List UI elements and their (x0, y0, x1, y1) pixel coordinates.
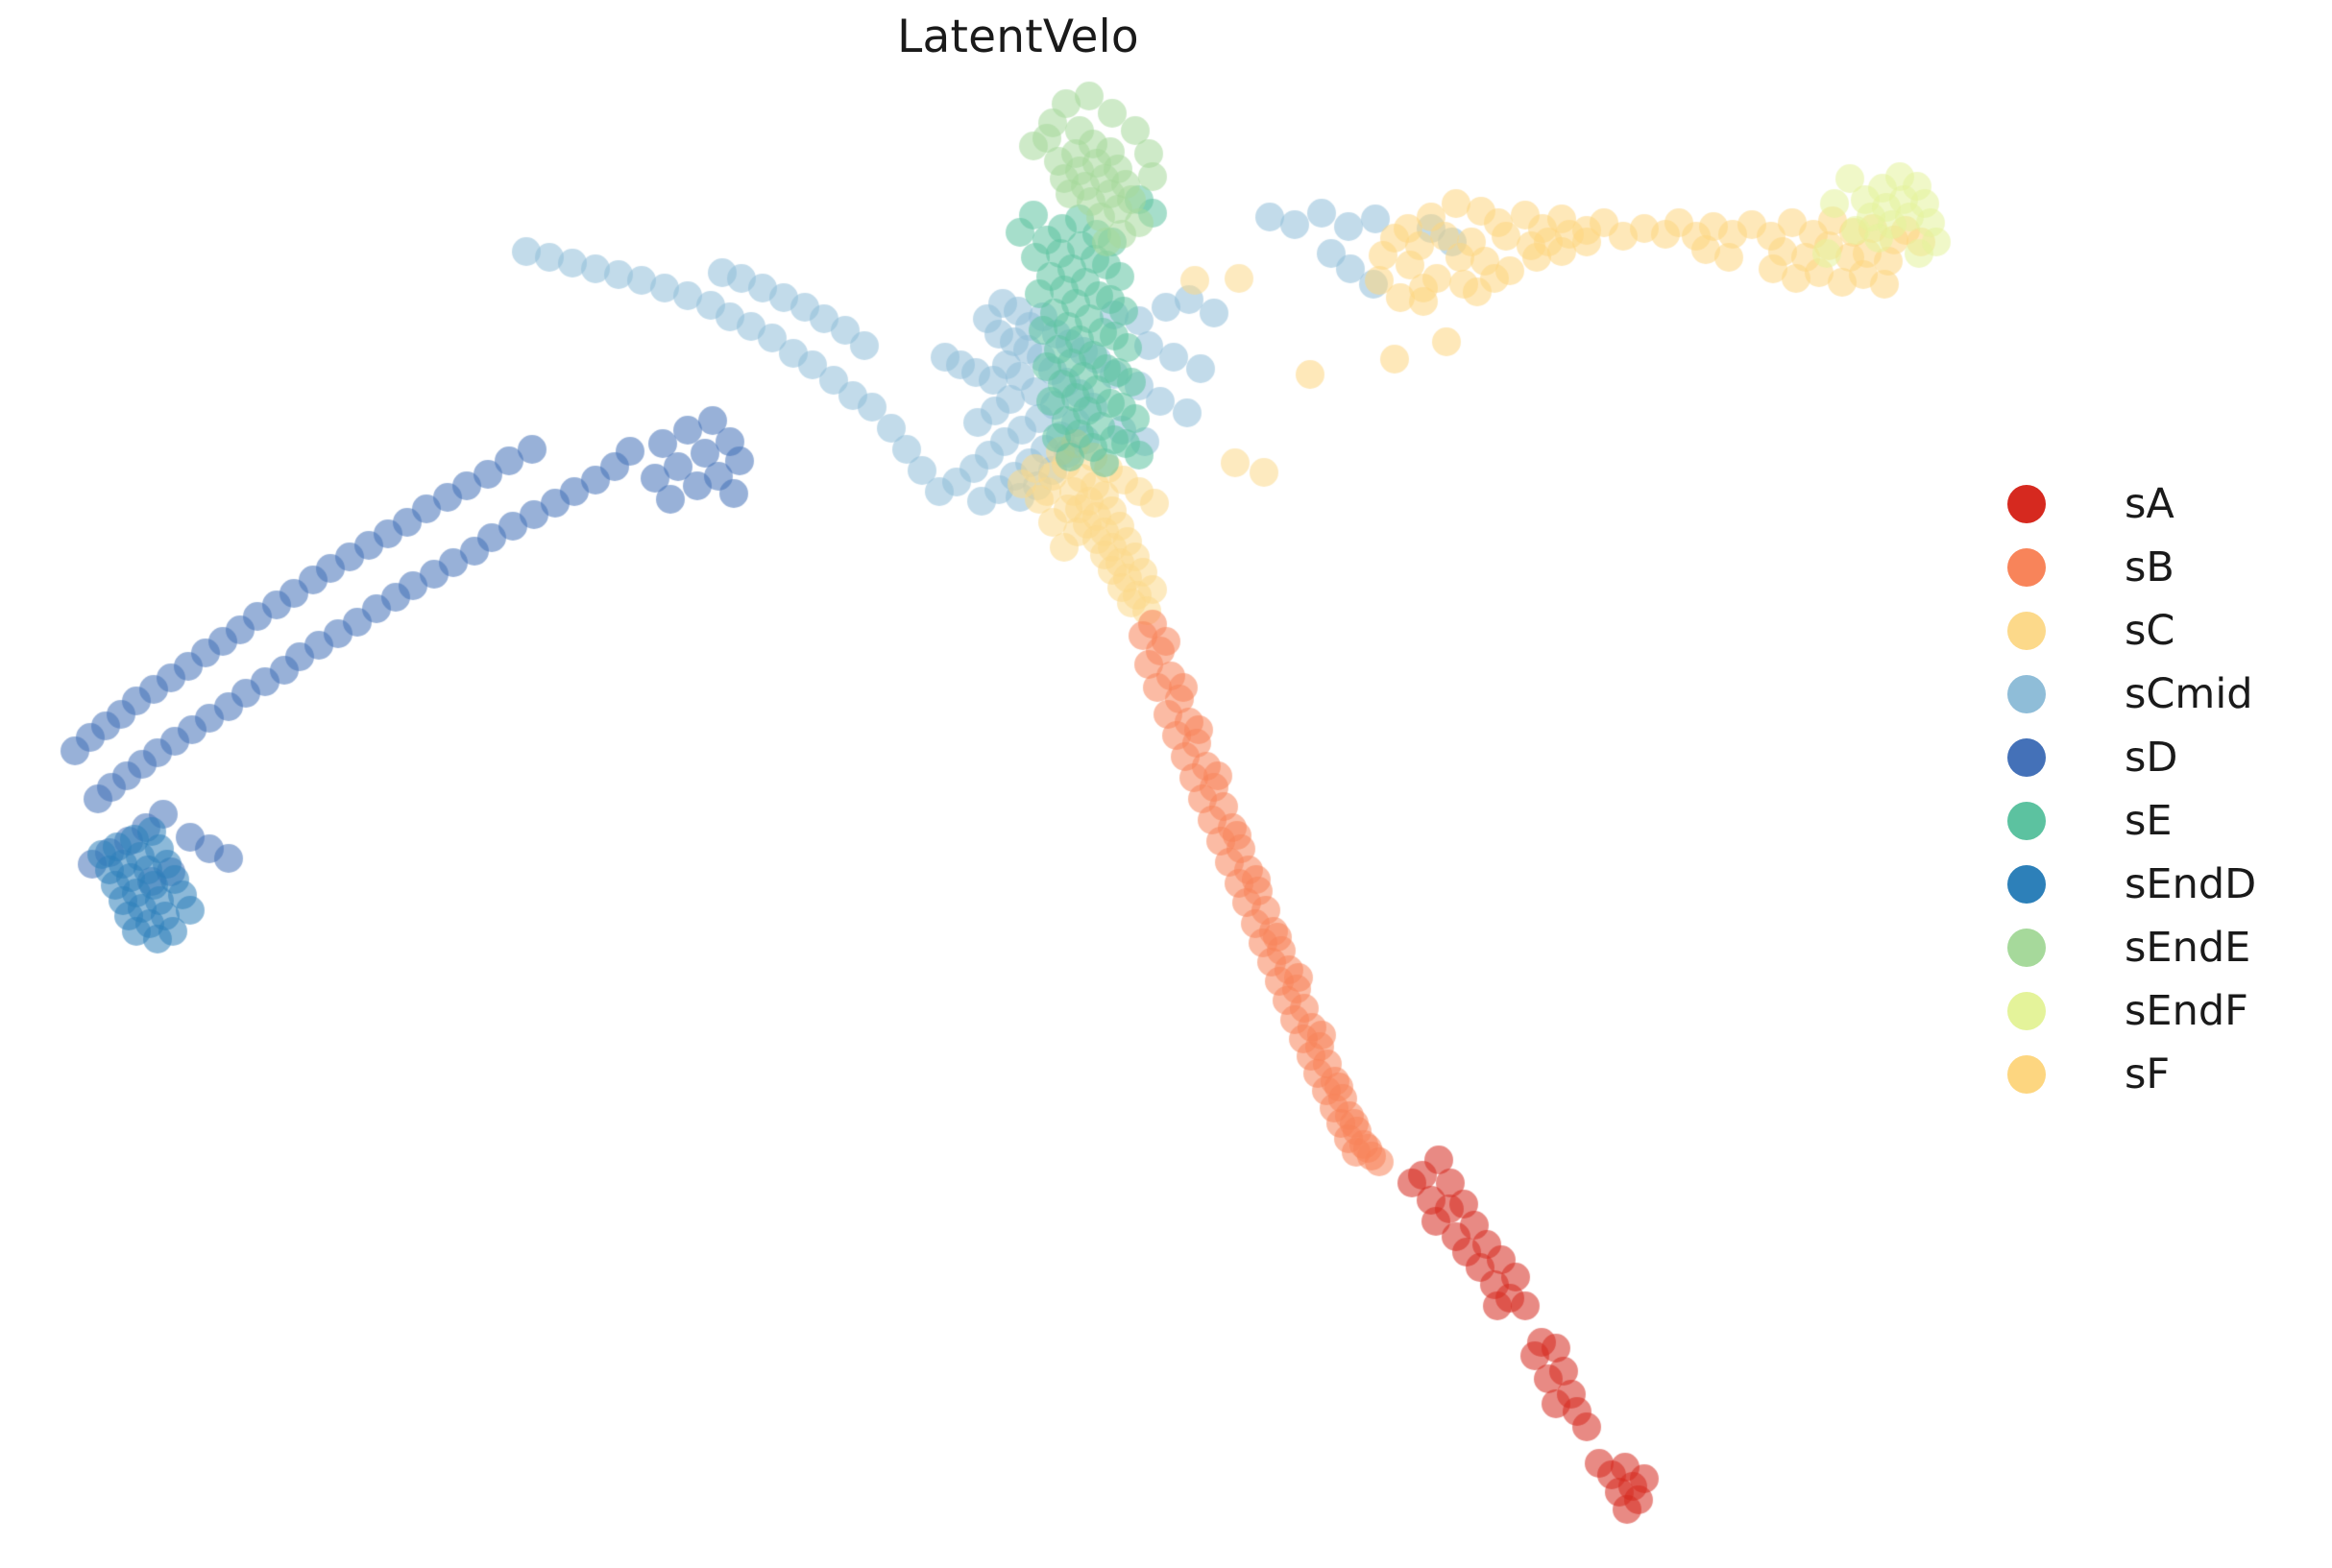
legend-swatch-icon (2007, 485, 2046, 523)
legend-item-label: sB (2125, 543, 2174, 591)
legend-item-sF[interactable]: sF (2007, 1043, 2324, 1106)
legend-item-sEndD[interactable]: sEndD (2007, 853, 2324, 916)
legend-item-sB[interactable]: sB (2007, 536, 2324, 599)
legend-item-label: sA (2125, 479, 2174, 528)
legend-item-label: sD (2125, 733, 2178, 782)
legend-item-sA[interactable]: sA (2007, 472, 2324, 536)
legend-item-label: sCmid (2125, 669, 2253, 718)
legend-swatch-icon (2007, 929, 2046, 967)
legend-swatch-icon (2007, 865, 2046, 904)
legend-item-sEndE[interactable]: sEndE (2007, 916, 2324, 979)
legend-swatch-icon (2007, 802, 2046, 840)
legend-item-sEndF[interactable]: sEndF (2007, 979, 2324, 1043)
legend-item-sCmid[interactable]: sCmid (2007, 663, 2324, 726)
legend-swatch-icon (2007, 992, 2046, 1030)
legend-item-label: sC (2125, 606, 2175, 655)
legend-item-label: sEndF (2125, 986, 2248, 1035)
legend: sA sB sC sCmid sD sE sEndD sEndE sEndF sF (2007, 472, 2324, 1106)
legend-item-sD[interactable]: sD (2007, 726, 2324, 789)
legend-item-sE[interactable]: sE (2007, 789, 2324, 853)
legend-item-sC[interactable]: sC (2007, 599, 2324, 663)
legend-swatch-icon (2007, 738, 2046, 777)
legend-item-label: sF (2125, 1049, 2171, 1098)
legend-item-label: sEndE (2125, 923, 2251, 972)
legend-item-label: sEndD (2125, 859, 2257, 908)
legend-swatch-icon (2007, 1055, 2046, 1094)
legend-swatch-icon (2007, 675, 2046, 713)
legend-swatch-icon (2007, 612, 2046, 650)
legend-swatch-icon (2007, 548, 2046, 587)
legend-item-label: sE (2125, 796, 2173, 845)
